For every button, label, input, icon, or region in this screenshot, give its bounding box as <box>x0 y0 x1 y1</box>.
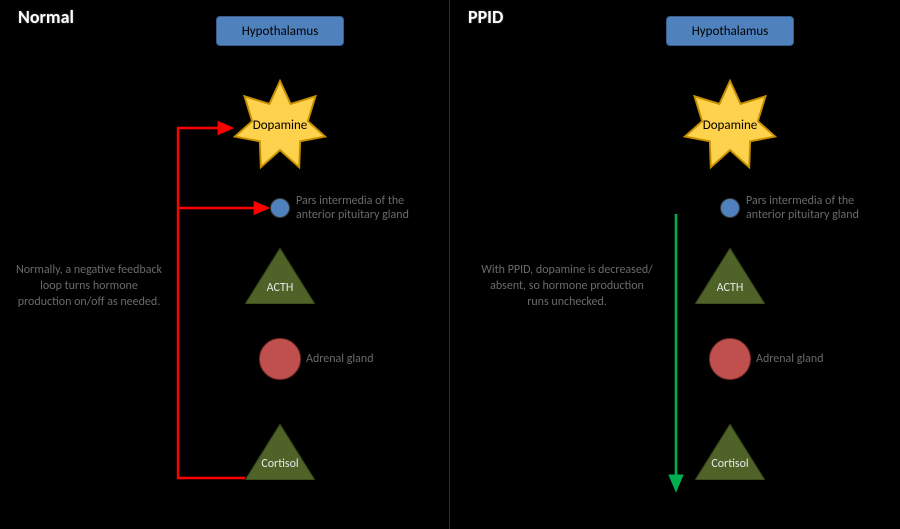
hypothalamus-label: Hypothalamus <box>242 24 319 39</box>
node-acth-p: ACTH <box>695 248 765 304</box>
arrow-pars-acth-p <box>729 218 731 248</box>
block-icon-1: ✱ <box>718 47 741 82</box>
panel-title-normal: Normal <box>18 6 74 28</box>
acth-label: ACTH <box>245 281 315 295</box>
pars-label: Pars intermedia of theanterior pituitary… <box>296 194 446 222</box>
arrow-adrenal-cortisol-p <box>729 380 731 424</box>
caption-normal: Normally, a negative feedbackloop turns … <box>2 262 176 311</box>
arrow-hypo-dopa <box>279 46 281 78</box>
caption-ppid: With PPID, dopamine is decreased/absent,… <box>462 262 672 311</box>
node-acth: ACTH <box>245 248 315 304</box>
adrenal-label-text: Adrenal gland <box>306 352 374 366</box>
node-dopamine-p: Dopamine <box>682 78 778 174</box>
caption-ppid-text: With PPID, dopamine is decreased/absent,… <box>481 263 653 309</box>
node-hypothalamus: Hypothalamus <box>216 16 344 46</box>
caption-normal-text: Normally, a negative feedbackloop turns … <box>16 263 162 309</box>
pars-label-text: Pars intermedia of theanterior pituitary… <box>296 194 409 222</box>
pars-label-p: Pars intermedia of theanterior pituitary… <box>746 194 896 222</box>
panel-title-ppid: PPID <box>468 6 503 28</box>
adrenal-label: Adrenal gland <box>306 352 416 366</box>
node-dopamine: Dopamine <box>232 78 328 174</box>
panel-ppid: PPID Hypothalamus ✱ Dopamine ✱ Pars inte… <box>450 0 900 529</box>
dopamine-label-p: Dopamine <box>682 118 778 133</box>
node-pars-p <box>720 198 740 218</box>
arrow-acth-adrenal-p <box>729 304 731 336</box>
acth-label-p: ACTH <box>695 281 765 295</box>
cortisol-label-p: Cortisol <box>695 457 765 471</box>
arrow-dopa-pars <box>279 172 281 196</box>
hypothalamus-label-p: Hypothalamus <box>692 24 769 39</box>
panel-normal: Normal Hypothalamus Dopamine Pars interm… <box>0 0 450 529</box>
node-cortisol: Cortisol <box>245 424 315 480</box>
arrow-pars-acth <box>279 218 281 248</box>
node-hypothalamus-p: Hypothalamus <box>666 16 794 46</box>
adrenal-label-p: Adrenal gland <box>756 352 866 366</box>
arrow-adrenal-cortisol <box>279 380 281 424</box>
node-pars <box>270 198 290 218</box>
adrenal-label-text-p: Adrenal gland <box>756 352 824 366</box>
dopamine-label: Dopamine <box>232 118 328 133</box>
pars-label-text-p: Pars intermedia of theanterior pituitary… <box>746 194 859 222</box>
arrow-acth-adrenal <box>279 304 281 336</box>
node-cortisol-p: Cortisol <box>695 424 765 480</box>
cortisol-label: Cortisol <box>245 457 315 471</box>
node-adrenal <box>259 338 301 380</box>
node-adrenal-p <box>709 338 751 380</box>
